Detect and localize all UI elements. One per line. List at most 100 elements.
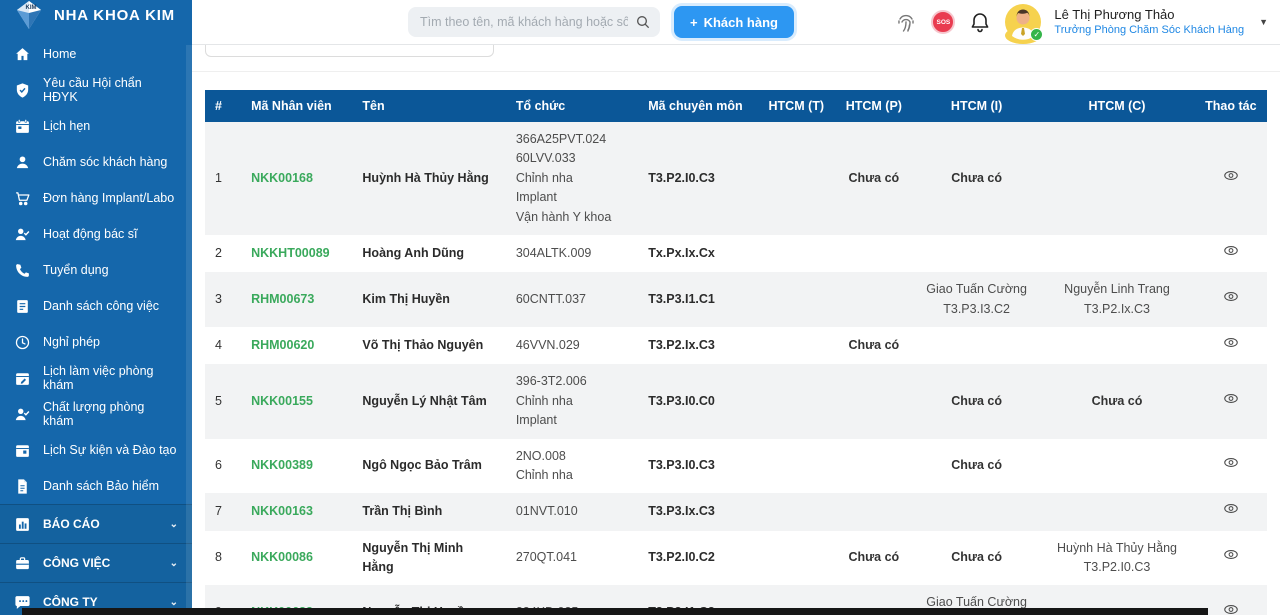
employee-code-link[interactable]: NKK00168 — [251, 170, 313, 185]
sidebar-item-lich-lam-viec-phong-kham[interactable]: Lịch làm việc phòng khám — [0, 360, 192, 396]
view-detail-button[interactable] — [1220, 289, 1242, 305]
htcm-i-cell: Chưa có — [914, 122, 1039, 235]
htcm-p-cell — [834, 272, 914, 327]
sidebar-item-nghi-phep[interactable]: Nghỉ phép — [0, 324, 192, 360]
sidebar-item-lich-su-kien-va-dao-tao[interactable]: Lịch Sự kiện và Đào tạo — [0, 432, 192, 468]
employee-name: Trần Thị Bình — [362, 504, 443, 519]
employee-code-link[interactable]: NKK00163 — [251, 504, 313, 519]
view-detail-button[interactable] — [1220, 455, 1242, 471]
row-index: 5 — [215, 393, 222, 408]
employee-code-link[interactable]: NKKHT00089 — [251, 245, 330, 260]
htcm-i-cell — [914, 235, 1039, 272]
sidebar-item-chat-luong-phong-kham[interactable]: Chất lượng phòng khám — [0, 396, 192, 432]
doc-list-icon — [14, 298, 31, 315]
htcm-p-cell — [834, 235, 914, 272]
row-index: 2 — [215, 245, 222, 260]
search-icon[interactable] — [635, 14, 651, 30]
cart-icon — [14, 190, 31, 207]
htcm-i-cell — [914, 327, 1039, 364]
sidebar-item-don-hang-implant-labo[interactable]: Đơn hàng Implant/Labo — [0, 180, 192, 216]
employee-code-link[interactable]: RHM00620 — [251, 338, 315, 352]
column-header-htcm_c: HTCM (C) — [1039, 90, 1195, 122]
sidebar-item-yeu-cau-hoi-chan-hdyk[interactable]: Yêu cầu Hội chẩn HĐYK — [0, 72, 192, 108]
sidebar-item-home[interactable]: Home — [0, 36, 192, 72]
action-cell — [1195, 122, 1267, 235]
view-detail-button[interactable] — [1220, 391, 1242, 407]
action-cell — [1195, 327, 1267, 364]
employee-name: Kim Thị Huyền — [362, 291, 450, 306]
action-cell — [1195, 493, 1267, 530]
view-detail-button[interactable] — [1220, 335, 1242, 351]
add-customer-button[interactable]: + Khách hàng — [674, 6, 794, 38]
sidebar-item-label: Tuyển dụng — [43, 263, 109, 277]
verified-check-icon: ✓ — [1030, 28, 1044, 41]
view-detail-button[interactable] — [1220, 168, 1242, 184]
filter-select[interactable] — [205, 45, 494, 57]
htcm-c-cell: Chưa có — [1039, 364, 1194, 438]
calendar-icon — [14, 118, 31, 135]
specialty-code: T3.P3.I0.C0 — [648, 393, 715, 408]
search-input[interactable] — [408, 7, 660, 37]
htcm-person-line: Giao Tuấn Cường — [926, 595, 1027, 610]
view-detail-button[interactable] — [1220, 243, 1242, 259]
eye-icon — [1221, 393, 1241, 409]
employee-name: Nguyễn Thị Minh Hằng — [362, 540, 464, 574]
view-detail-button[interactable] — [1220, 602, 1242, 615]
bottom-window-edge — [22, 608, 1208, 615]
action-cell — [1195, 439, 1267, 494]
htcm-i-cell — [914, 493, 1039, 530]
sos-icon[interactable]: SOS — [931, 10, 956, 34]
specialty-code: T3.P2.Ix.C3 — [648, 338, 715, 352]
employee-code-link[interactable]: RHM00673 — [251, 291, 315, 306]
eye-icon — [1221, 245, 1241, 261]
htcm-c-cell: Nguyễn Linh Trang T3.P2.Ix.C3 — [1039, 272, 1194, 327]
sidebar-item-hoat-dong-bac-si[interactable]: Hoạt động bác sĩ — [0, 216, 192, 252]
fingerprint-icon[interactable] — [894, 10, 918, 34]
htcm-none-value: Chưa có — [1091, 393, 1143, 408]
htcm-none-value: Chưa có — [951, 393, 1002, 408]
organization-line: Implant — [515, 413, 557, 428]
chevron-down-icon[interactable]: ▼ — [1259, 17, 1268, 27]
sidebar-item-cham-soc-khach-hang[interactable]: Chăm sóc khách hàng — [0, 144, 192, 180]
action-cell — [1195, 235, 1267, 272]
organization-line: 2NO.008 — [515, 448, 566, 463]
column-header-specialty: Mã chuyên môn — [638, 90, 759, 122]
sidebar-item-danh-sach-bao-hiem[interactable]: Danh sách Bảo hiểm — [0, 468, 192, 504]
employee-code-link[interactable]: NKK00389 — [251, 458, 313, 473]
view-detail-button[interactable] — [1220, 501, 1242, 517]
view-detail-button[interactable] — [1220, 547, 1242, 563]
user-avatar[interactable]: ✓ — [1005, 4, 1044, 44]
row-index: 3 — [215, 291, 222, 306]
employee-name: Huỳnh Hà Thủy Hằng — [362, 170, 489, 185]
user-role: Trưởng Phòng Chăm Sóc Khách Hàng — [1054, 24, 1245, 37]
action-cell — [1195, 272, 1267, 327]
sidebar-item-lich-hen[interactable]: Lịch hẹn — [0, 108, 192, 144]
action-cell — [1195, 585, 1267, 615]
sidebar-item-tuyen-dung[interactable]: Tuyển dụng — [0, 252, 192, 288]
svg-text:KIM: KIM — [26, 5, 37, 11]
user-menu[interactable]: Lê Thị Phương Thảo Trưởng Phòng Chăm Sóc… — [1054, 6, 1244, 38]
htcm-i-cell: Chưa có — [914, 364, 1039, 438]
column-header-htcm_i: HTCM (I) — [913, 90, 1040, 122]
sidebar-item-label: Hoạt động bác sĩ — [43, 227, 138, 241]
organization-line: 60CNTT.037 — [515, 291, 587, 306]
htcm-i-cell: Chưa có — [914, 531, 1039, 586]
sidebar-section-bao-cao[interactable]: BÁO CÁO ⌄ — [0, 504, 192, 543]
employee-code-link[interactable]: NKK00155 — [251, 393, 313, 408]
htcm-none-value: Chưa có — [951, 170, 1002, 185]
search-wrap — [408, 7, 660, 37]
employee-name: Nguyễn Lý Nhật Tâm — [362, 393, 487, 408]
brand-logo-area[interactable]: KIM NHA KHOA KIM — [0, 0, 192, 30]
sidebar-section-cong-viec[interactable]: CÔNG VIỆC ⌄ — [0, 543, 192, 582]
organization-cell: 304ALTK.009 — [506, 235, 638, 272]
htcm-p-cell — [834, 439, 914, 494]
htcm-t-cell — [759, 327, 834, 364]
row-index: 7 — [215, 504, 222, 519]
notification-bell-icon[interactable] — [968, 10, 992, 34]
organization-line: Chỉnh nha — [515, 393, 573, 408]
table-row: 6 NKK00389 Ngô Ngọc Bảo Trâm 2NO.008 Chỉnh n… — [205, 438, 1267, 494]
sidebar-item-danh-sach-cong-viec[interactable]: Danh sách công việc — [0, 288, 192, 324]
bar-chart-icon — [14, 516, 31, 533]
employee-code-link[interactable]: NKK00086 — [251, 550, 313, 565]
